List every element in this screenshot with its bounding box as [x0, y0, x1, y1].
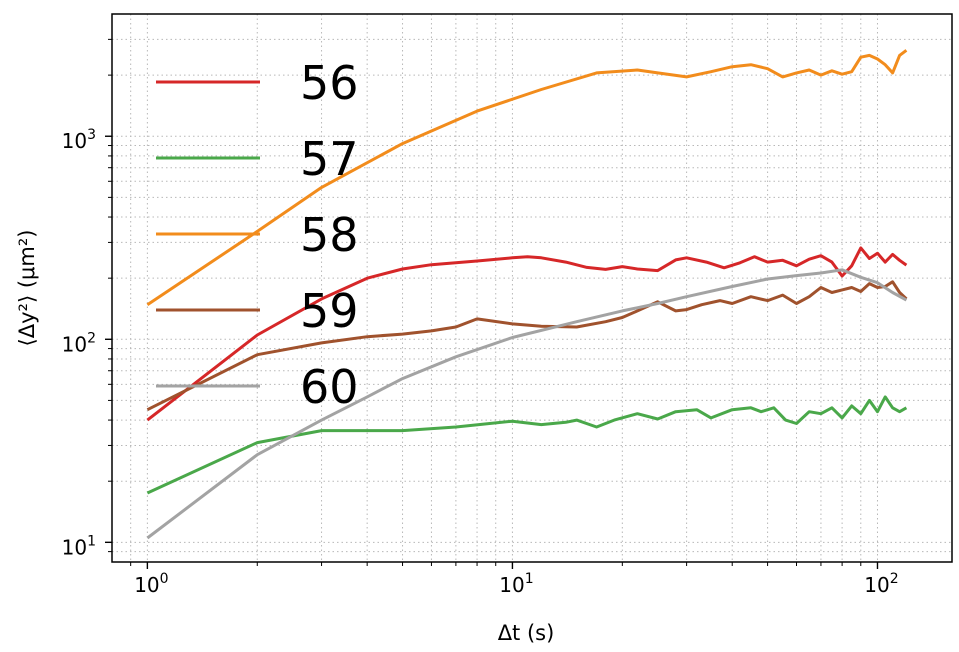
y-axis-label: ⟨Δy²⟩ (μm²): [15, 230, 39, 347]
legend-label-58: 58: [300, 208, 359, 262]
series-line-58: [146, 49, 908, 306]
series-lines: [146, 49, 908, 540]
legend-label-59: 59: [300, 284, 359, 338]
series-line-57: [146, 395, 908, 495]
x-tick-label: 101: [499, 571, 533, 597]
plot-area-frame: [111, 13, 953, 563]
x-axis-label: Δt (s): [498, 621, 555, 645]
legend: 56 57 58 59 60: [156, 56, 359, 414]
legend-label-56: 56: [300, 56, 359, 110]
y-tick-label: 103: [62, 127, 96, 153]
series-line-60: [146, 268, 908, 540]
series-line-56: [146, 246, 908, 422]
y-tick-label: 101: [62, 533, 96, 559]
x-tick-label: 102: [864, 571, 898, 597]
y-tick-label: 102: [62, 330, 96, 356]
grid-lines: [112, 14, 952, 562]
legend-label-57: 57: [300, 132, 359, 186]
series-line-59: [146, 280, 908, 412]
legend-label-60: 60: [300, 360, 359, 414]
axis-ticks: 100 101 102 101 102 103: [62, 38, 899, 597]
x-tick-label: 100: [134, 571, 168, 597]
